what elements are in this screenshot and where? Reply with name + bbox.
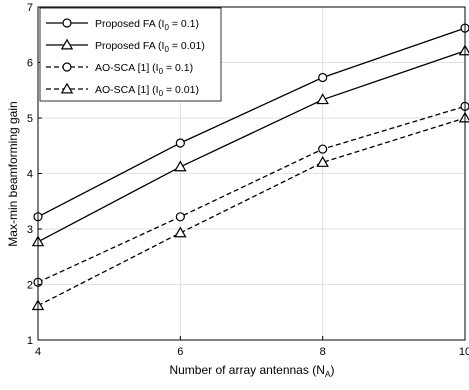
legend: Proposed FA (I0 = 0.1)Proposed FA (I0 = …: [39, 7, 222, 102]
data-point-triangle: [174, 160, 187, 172]
y-tick-label: 5: [27, 113, 33, 125]
data-point-circle: [318, 144, 328, 154]
legend-label-tail: = 0.01): [169, 40, 205, 52]
x-axis-label-main: Number of array antennas (N: [169, 363, 324, 377]
legend-item-1: Proposed FA (I0 = 0.1): [46, 18, 199, 32]
series-1: [33, 23, 469, 222]
legend-label-subscript: 0: [159, 89, 164, 98]
data-point-triangle: [316, 155, 329, 167]
legend-label-tail: = 0.01): [163, 84, 199, 96]
x-tick-label: 4: [35, 346, 41, 358]
legend-marker-circle: [62, 62, 72, 72]
x-tick-label: 8: [320, 346, 326, 358]
y-tick-label: 2: [27, 280, 33, 292]
legend-label: Proposed FA (I0 = 0.1): [95, 18, 199, 32]
legend-label: Proposed FA (I0 = 0.01): [95, 40, 205, 54]
series-line: [37, 27, 466, 218]
legend-label-subscript: 0: [164, 45, 169, 54]
x-axis-label: Number of array antennas (NA): [169, 363, 334, 379]
legend-marker-triangle: [60, 82, 74, 94]
legend-label-tail: = 0.1): [169, 18, 199, 30]
data-point-triangle: [174, 226, 187, 238]
x-axis-label-close: ): [331, 363, 335, 377]
y-tick-label: 4: [27, 169, 33, 181]
data-point-circle: [175, 138, 185, 148]
series-line: [37, 50, 466, 243]
legend-label-subscript: 0: [164, 23, 169, 32]
legend-label-tail: = 0.1): [163, 62, 193, 74]
data-point-triangle: [458, 44, 469, 56]
legend-label-main: AO-SCA [1] (I: [95, 62, 159, 74]
legend-label-main: Proposed FA (I: [95, 18, 164, 30]
y-tick-label: 6: [27, 58, 33, 70]
x-tick-label: 6: [177, 346, 183, 358]
legend-item-4: AO-SCA [1] (I0 = 0.01): [46, 82, 199, 98]
legend-label: AO-SCA [1] (I0 = 0.01): [95, 84, 199, 98]
series-line: [37, 105, 466, 283]
series-line: [37, 117, 466, 307]
y-tick-label: 3: [27, 224, 33, 236]
data-point-circle: [175, 212, 185, 222]
x-tick-label: 10: [459, 346, 469, 358]
data-point-circle: [318, 72, 328, 83]
series-4: [31, 111, 469, 311]
legend-label-main: Proposed FA (I: [95, 40, 164, 52]
data-point-triangle: [316, 93, 329, 105]
data-point-triangle: [458, 111, 469, 123]
y-tick-label: 7: [27, 2, 33, 14]
legend-item-2: Proposed FA (I0 = 0.01): [46, 38, 205, 54]
series-3: [33, 101, 469, 287]
series-layer: [31, 23, 469, 311]
legend-marker-circle: [62, 18, 72, 28]
y-tick-label: 1: [27, 335, 33, 347]
legend-marker-triangle: [60, 38, 74, 50]
x-axis-label-subscript: A: [325, 369, 331, 379]
legend-label: AO-SCA [1] (I0 = 0.1): [95, 62, 193, 76]
y-axis-label: Max-min beamforming gain: [6, 101, 20, 246]
legend-label-main: AO-SCA [1] (I: [95, 84, 159, 96]
legend-item-3: AO-SCA [1] (I0 = 0.1): [46, 62, 193, 76]
legend-label-subscript: 0: [159, 67, 164, 76]
